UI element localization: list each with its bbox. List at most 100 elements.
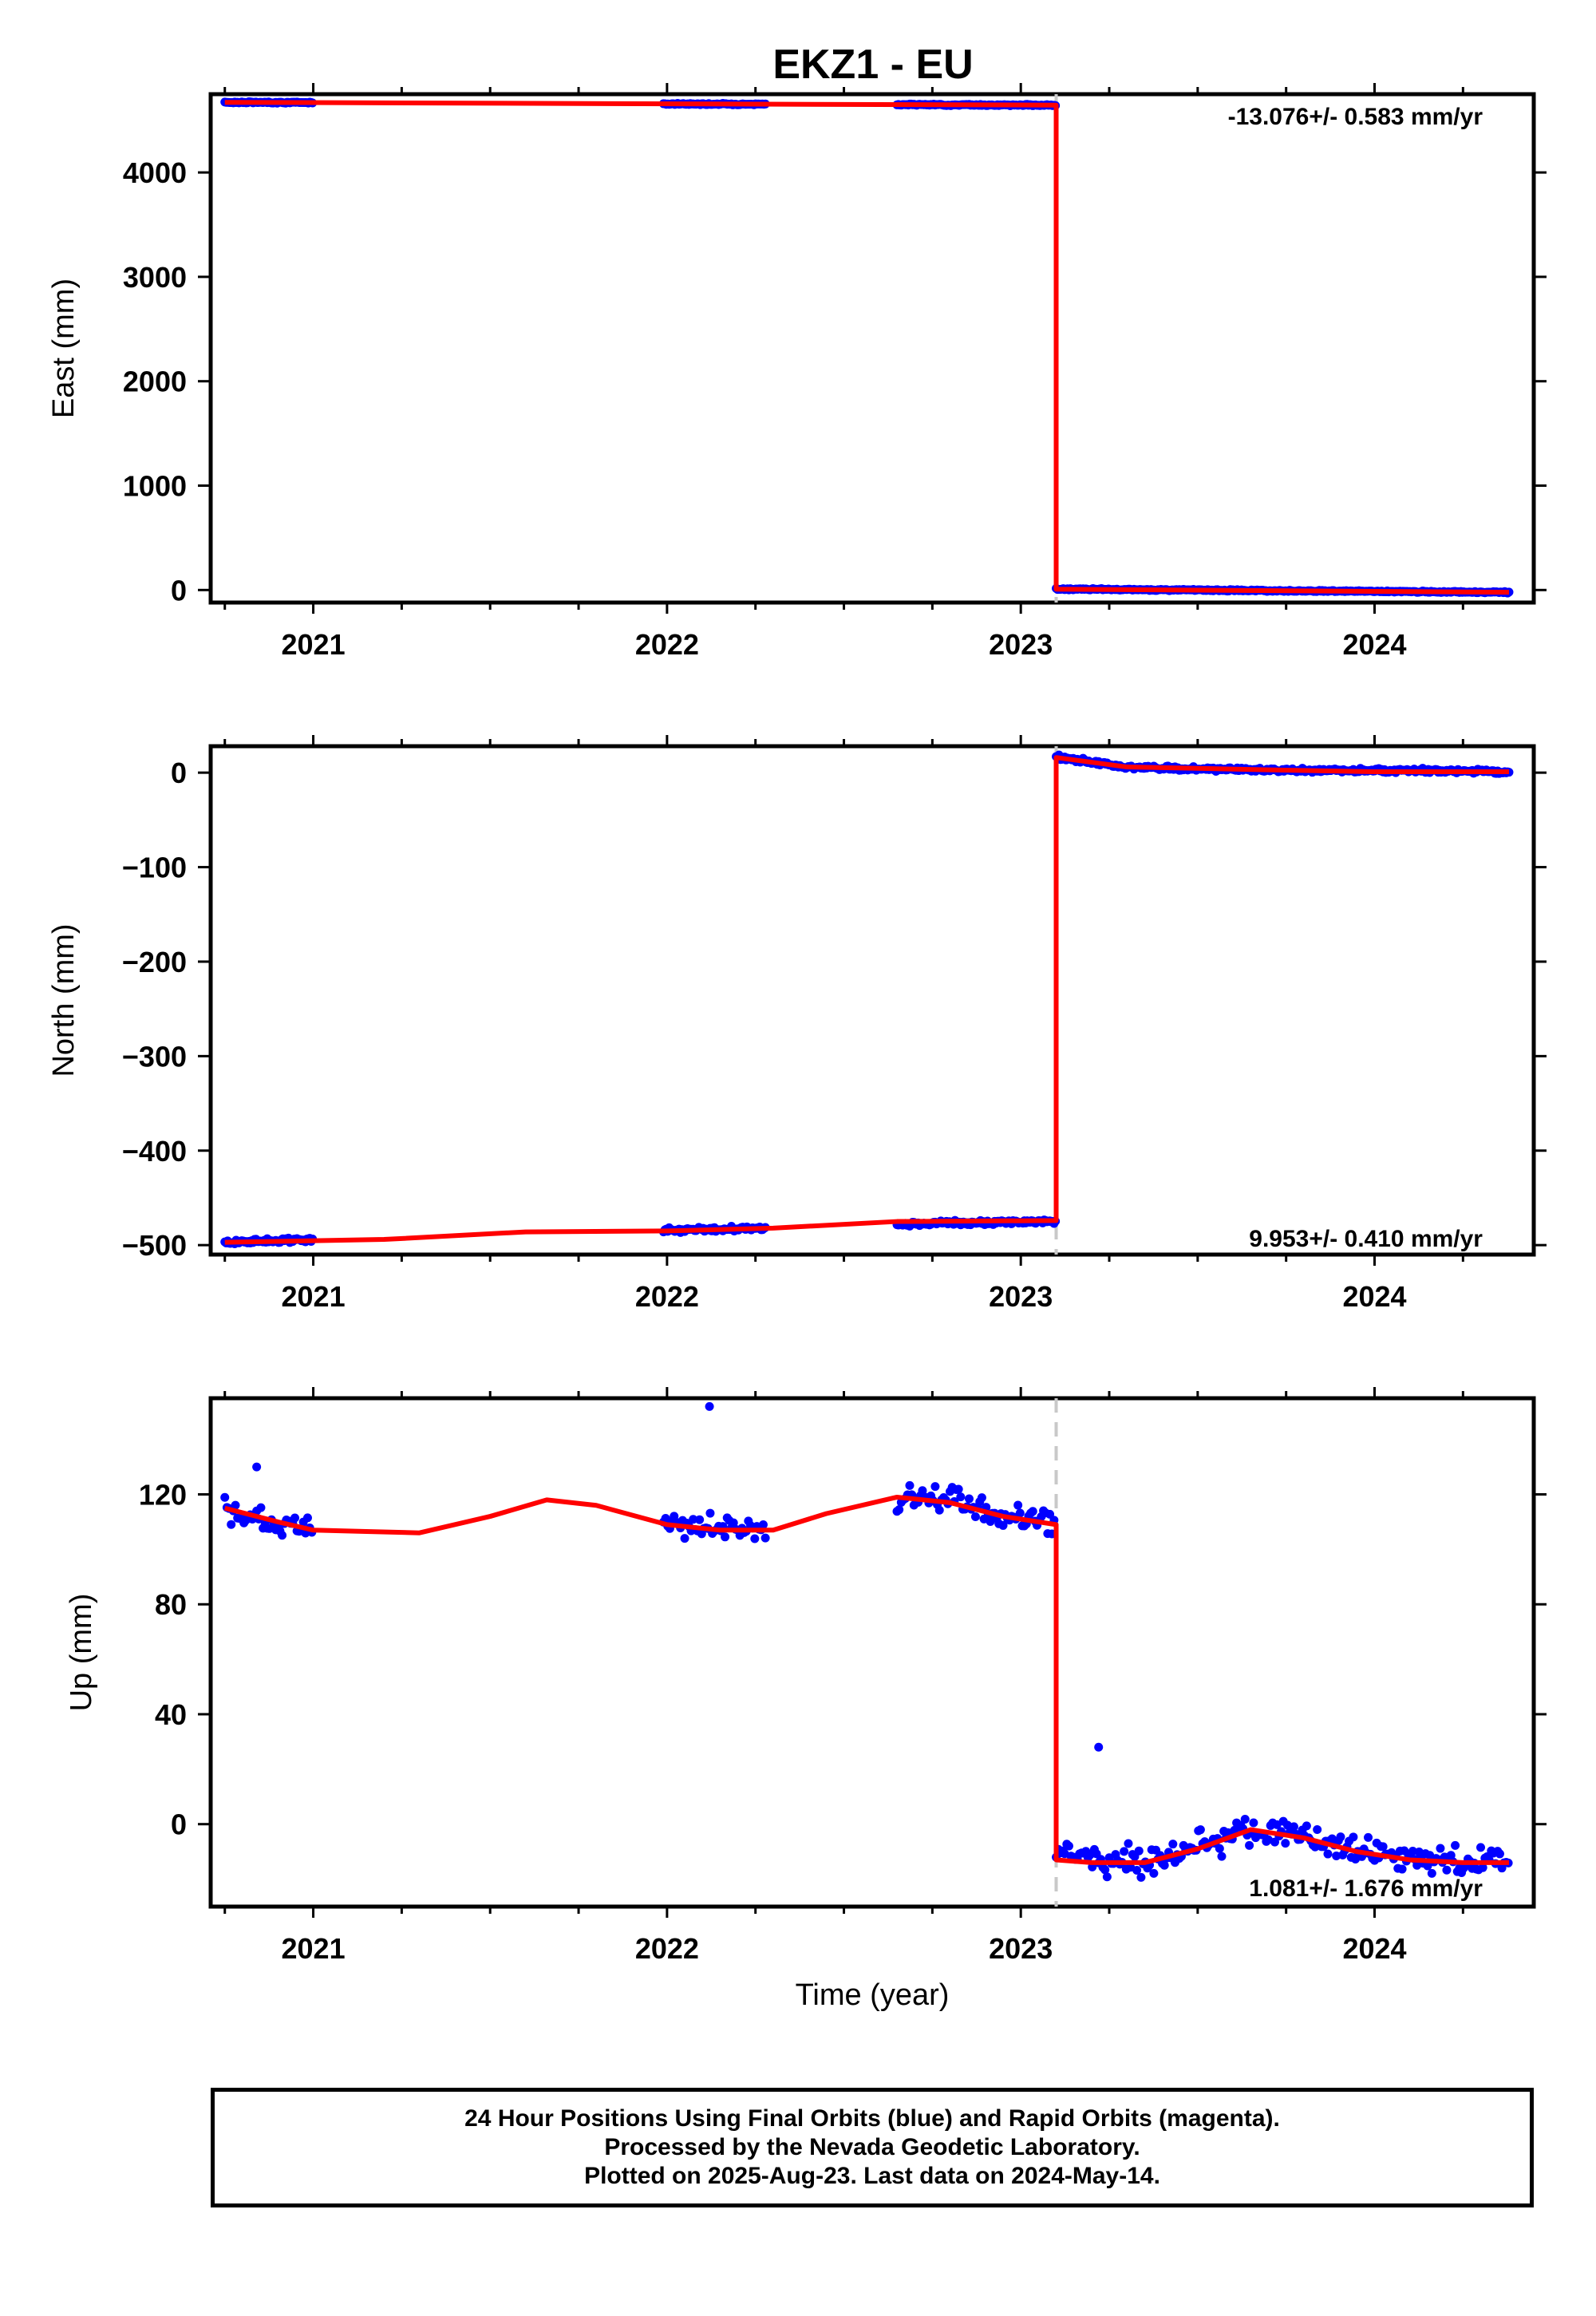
plot-frame <box>208 92 1536 605</box>
model-fit-line <box>224 755 1509 1245</box>
velocity-rate-label: -13.076+/- 0.583 mm/yr <box>1228 104 1483 130</box>
data-point <box>930 1482 940 1492</box>
plot-frame <box>208 744 1536 1257</box>
data-point <box>1336 1832 1345 1842</box>
footer-line-1: 24 Hour Positions Using Final Orbits (bl… <box>464 2105 1280 2132</box>
y-axis-label: North (mm) <box>47 923 81 1077</box>
data-point <box>278 1531 287 1540</box>
data-point <box>986 1516 995 1526</box>
data-point <box>1313 1824 1322 1834</box>
y-tick-label: 0 <box>171 574 187 607</box>
y-tick-label: −400 <box>122 1135 187 1168</box>
north-panel: 2021 2022 2023 2024 −500 −400 −300 −200 −100 0 Nor… <box>47 735 1547 1313</box>
x-tick-label: 2021 <box>282 1932 346 1965</box>
data-point <box>954 1484 963 1494</box>
y-tick-label: 120 <box>139 1479 187 1512</box>
data-point <box>689 1515 698 1524</box>
data-point <box>998 1520 1008 1530</box>
y-tick-label: −500 <box>122 1229 187 1262</box>
data-point <box>760 1533 770 1543</box>
data-point <box>1120 1847 1129 1856</box>
data-point <box>220 1492 230 1502</box>
data-point <box>1168 1840 1178 1849</box>
data-point <box>1436 1844 1445 1853</box>
data-point <box>934 1505 944 1515</box>
y-tick-label: −300 <box>122 1040 187 1073</box>
observation-points <box>220 1401 1513 1882</box>
x-tick-label: 2024 <box>1342 1280 1406 1313</box>
outlier-point <box>1094 1742 1104 1752</box>
data-point <box>1124 1839 1133 1848</box>
data-point <box>964 1494 974 1504</box>
data-point <box>1136 1872 1146 1882</box>
data-point <box>1442 1865 1452 1875</box>
data-point <box>1378 1842 1388 1852</box>
data-point <box>1215 1844 1224 1853</box>
model-fit-line <box>223 1494 1509 1865</box>
y-tick-label: 2000 <box>123 366 187 398</box>
data-point <box>970 1512 980 1521</box>
model-fit-line <box>224 100 1509 595</box>
data-point <box>1364 1832 1373 1842</box>
data-point <box>905 1480 915 1490</box>
data-point <box>290 1513 300 1523</box>
outlier-point <box>705 1401 714 1411</box>
data-point <box>231 1500 240 1510</box>
y-tick-label: 0 <box>171 757 187 789</box>
data-point <box>721 1532 730 1542</box>
velocity-rate-label: 9.953+/- 0.410 mm/yr <box>1249 1226 1483 1252</box>
data-point <box>1015 1508 1025 1518</box>
data-point <box>1495 1849 1504 1859</box>
data-point <box>1397 1864 1407 1874</box>
data-point <box>680 1534 689 1543</box>
velocity-rate-label: 1.081+/- 1.676 mm/yr <box>1249 1875 1483 1902</box>
observation-points <box>220 97 1514 598</box>
y-tick-label: 1000 <box>123 470 187 503</box>
observation-points <box>220 750 1514 1249</box>
y-tick-label: 80 <box>155 1588 187 1621</box>
data-point <box>977 1493 986 1503</box>
data-point <box>1134 1846 1144 1856</box>
data-point <box>1149 1868 1159 1878</box>
footer-line-2: Processed by the Nevada Geodetic Laborat… <box>604 2134 1140 2160</box>
x-tick-label: 2023 <box>989 628 1053 661</box>
chart-title: EKZ1 - EU <box>772 41 973 88</box>
footer-info-box: 24 Hour Positions Using Final Orbits (bl… <box>211 2088 1534 2207</box>
footer-line-3: Plotted on 2025-Aug-23. Last data on 202… <box>584 2163 1160 2189</box>
y-tick-label: −200 <box>122 946 187 978</box>
data-point <box>705 1508 715 1518</box>
data-point <box>1323 1849 1333 1859</box>
data-point <box>758 1520 768 1529</box>
y-tick-label: −100 <box>122 852 187 884</box>
x-tick-label: 2021 <box>282 628 346 661</box>
data-point <box>1302 1821 1311 1831</box>
data-point <box>1249 1818 1258 1828</box>
x-tick-label: 2024 <box>1342 628 1406 661</box>
data-point <box>1451 1840 1460 1850</box>
up-panel: 2021 2022 2023 2024 0 40 80 120 Up (mm) Time (yea… <box>65 1387 1547 2012</box>
data-point <box>227 1520 236 1529</box>
y-tick-label: 40 <box>155 1698 187 1731</box>
data-point <box>1476 1843 1486 1852</box>
outlier-point <box>252 1462 262 1472</box>
data-point <box>1064 1841 1073 1851</box>
x-tick-label: 2022 <box>635 1932 699 1965</box>
data-point <box>750 1534 760 1543</box>
x-tick-label: 2023 <box>989 1932 1053 1965</box>
data-point <box>1132 1866 1142 1875</box>
data-point <box>1427 1868 1436 1878</box>
data-point <box>1028 1507 1037 1516</box>
x-tick-label: 2022 <box>635 628 699 661</box>
x-axis-label: Time (year) <box>796 1978 950 2012</box>
x-tick-label: 2022 <box>635 1280 699 1313</box>
data-point <box>1245 1840 1254 1850</box>
x-tick-label: 2024 <box>1342 1932 1406 1965</box>
data-point <box>1423 1861 1432 1871</box>
data-point <box>1289 1822 1298 1832</box>
y-tick-label: 0 <box>171 1808 187 1841</box>
data-point <box>1240 1814 1250 1824</box>
data-point <box>695 1515 705 1524</box>
x-tick-label: 2021 <box>282 1280 346 1313</box>
plot-frame <box>208 1396 1536 1909</box>
